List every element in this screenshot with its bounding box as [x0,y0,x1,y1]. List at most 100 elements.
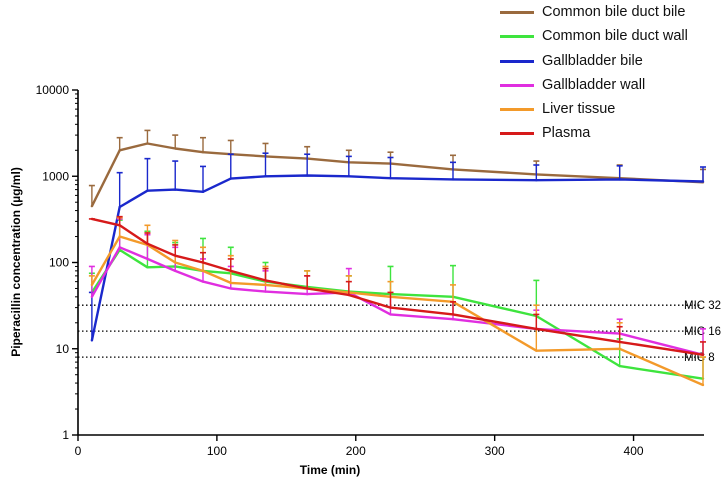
data-point [146,189,149,192]
data-point [174,261,177,264]
data-point [389,306,392,309]
legend-swatch [500,35,534,39]
data-point [305,292,309,296]
legend-label: Common bile duct bile [542,4,686,20]
legend-label: Plasma [542,125,591,142]
data-point [701,353,705,357]
data-point [701,383,705,387]
data-point [389,176,392,180]
series-line [90,235,704,387]
data-point [146,257,149,261]
legend-swatch [500,108,534,112]
y-tick-label: 1000 [42,169,69,183]
data-point [146,242,149,245]
data-point [618,347,621,350]
data-point [535,349,538,352]
series-line [90,246,704,356]
legend-item-liver-tissue: Liver tissue [490,99,726,123]
x-tick-label: 0 [75,444,82,458]
series-common-bile-duct-bile [88,129,706,208]
tick-labels: 0 100 200 300 400 1 10 100 1000 10000 [36,83,644,458]
data-point [174,188,177,191]
y-tick-label: 100 [49,256,69,270]
data-point [229,177,232,180]
data-point [201,151,205,154]
data-point [118,224,121,227]
data-point [118,235,121,238]
data-point [264,290,267,293]
legend-swatch [500,59,534,63]
legend-item-plasma: Plasma [490,123,726,147]
data-point [264,175,267,178]
data-point [201,190,205,194]
x-tick-label: 300 [485,444,505,458]
data-point [174,147,177,150]
series-layer [88,129,706,387]
y-axis-label: Piperacillin concentration (µg/ml) [9,167,23,357]
series-line [90,174,704,341]
data-point [229,281,232,285]
data-point [90,204,94,208]
data-point [146,142,149,145]
data-point [229,287,232,290]
legend: Common bile duct bile Common bile duct w… [490,2,726,148]
series-gallbladder-bile [88,152,706,342]
data-point [90,295,94,299]
data-point [229,269,232,273]
data-point [174,269,177,273]
mic-label-32: MIC 32 [684,300,721,312]
data-point [201,269,205,273]
data-point [347,293,351,297]
data-point [264,283,267,287]
data-point [118,246,121,249]
legend-item-common-bile-duct-bile: Common bile duct bile [490,2,726,26]
x-tick-label: 200 [346,444,366,458]
data-point [535,327,538,331]
x-tick-label: 400 [624,444,644,458]
legend-swatch [500,132,534,136]
data-point [201,280,205,283]
data-point [451,313,455,316]
data-point [701,180,705,183]
data-point [264,279,267,282]
data-point [347,175,351,178]
data-point [618,364,621,368]
data-point [174,254,177,257]
legend-item-gallbladder-wall: Gallbladder wall [490,75,726,99]
data-point [305,287,309,290]
data-point [118,205,121,209]
data-point [90,339,94,342]
legend-label: Common bile duct wall [542,28,688,45]
data-point [451,318,455,321]
series-liver-tissue [88,216,706,387]
data-point [146,266,149,269]
data-point [618,340,621,344]
series-common-bile-duct-wall [88,219,706,380]
series-line [91,217,704,356]
series-gallbladder-wall [88,218,706,357]
data-point [305,174,309,177]
legend-item-gallbladder-bile: Gallbladder bile [490,51,726,75]
x-axis-label: Time (min) [300,463,360,477]
y-tick-label: 1 [62,428,69,442]
mic-label-8: MIC 8 [684,352,715,364]
data-point [90,283,94,287]
y-tick-label: 10 [56,342,70,356]
legend-label: Liver tissue [542,101,616,118]
legend-swatch [500,11,534,14]
series-plasma [88,215,706,357]
data-point [201,261,205,264]
x-tick-label: 100 [207,444,227,458]
data-point [118,149,121,152]
legend-item-common-bile-duct-wall: Common bile duct wall [490,26,726,50]
data-point [90,217,94,221]
data-point [451,178,455,181]
legend-label: Gallbladder bile [542,52,643,69]
data-point [389,313,392,316]
legend-label: Gallbladder wall [542,76,646,93]
series-line [90,142,704,207]
legend-swatch [500,83,534,87]
data-point [535,178,538,182]
data-point [618,178,621,181]
